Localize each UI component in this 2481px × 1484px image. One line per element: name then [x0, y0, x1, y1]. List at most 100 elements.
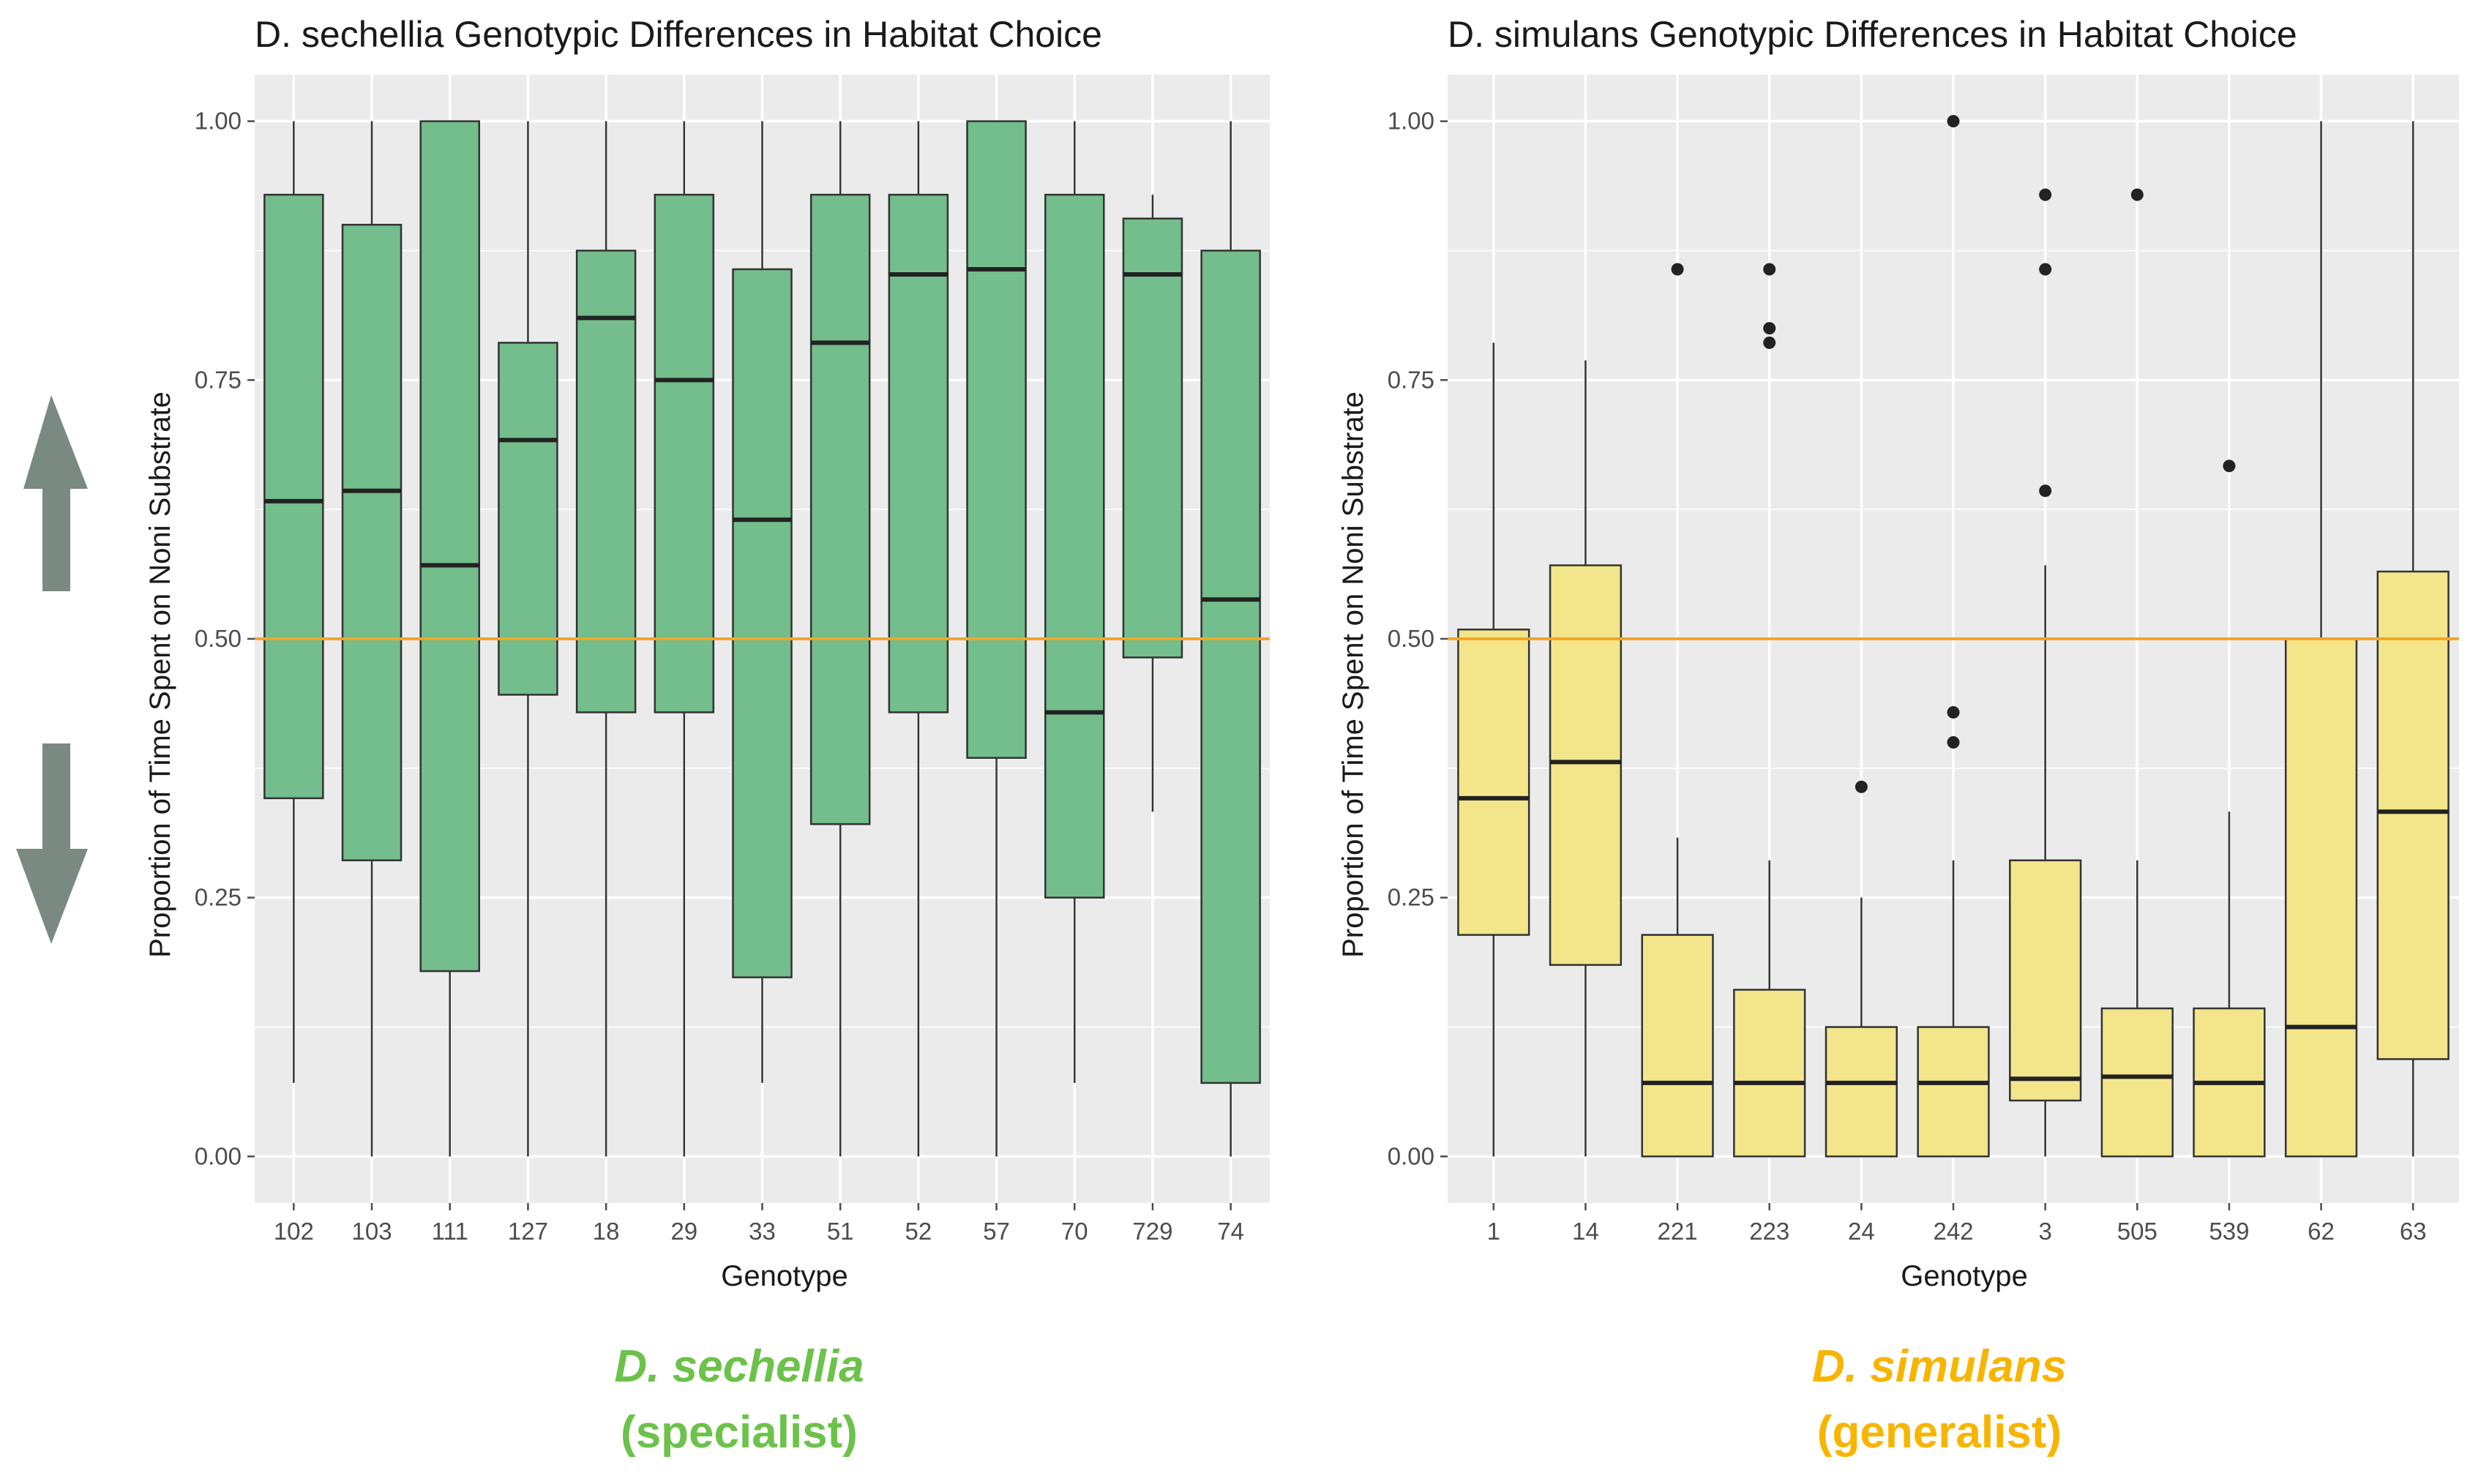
sechellia-box-body [419, 120, 480, 973]
simulans-y-tick-label: 1.00 [1388, 108, 1434, 135]
simulans-outlier-point [2223, 460, 2236, 473]
simulans-box-3 [2009, 188, 2082, 1157]
simulans-x-tick-label: 1 [1487, 1218, 1500, 1245]
sechellia-x-tick-label: 111 [432, 1218, 468, 1245]
simulans-box-body [2100, 1007, 2174, 1158]
simulans-caption-species: D. simulans [1812, 1341, 2067, 1392]
simulans-boxes [1457, 115, 2450, 1158]
sechellia-box-body [1044, 193, 1105, 899]
sechellia-x-axis-label: Genotype [721, 1260, 847, 1292]
sechellia-box-103 [341, 121, 403, 1157]
simulans-box-body [1825, 1026, 1898, 1158]
simulans-outlier-point [2039, 484, 2052, 498]
simulans-chart: D. simulans Genotypic Differences in Hab… [1337, 14, 2459, 1458]
sechellia-y-tick-label: 0.00 [195, 1142, 242, 1169]
simulans-x-axis-label: Genotype [1901, 1260, 2027, 1292]
sechellia-x-tick-label: 70 [1061, 1218, 1088, 1245]
simulans-chart-title: D. simulans Genotypic Differences in Hab… [1448, 14, 2297, 55]
simulans-box-221 [1641, 263, 1714, 1158]
sechellia-box-body [341, 223, 403, 861]
simulans-box-1 [1457, 342, 1530, 1157]
sechellia-box-729 [1122, 195, 1183, 812]
simulans-outlier-point [1947, 735, 1960, 749]
sechellia-x-tick-label: 18 [593, 1218, 620, 1245]
direction-arrows [16, 395, 88, 944]
sechellia-boxes [263, 120, 1261, 1157]
sechellia-box-body [888, 193, 949, 713]
sechellia-box-51 [809, 121, 871, 1157]
simulans-outlier-point [1947, 705, 1960, 719]
sechellia-box-body [1200, 250, 1261, 1084]
simulans-box-body [1641, 934, 1714, 1158]
sechellia-x-ticks: 102 103 111 127 18 29 33 51 52 57 70 729 74 [274, 1203, 1244, 1245]
sechellia-x-tick-label: 102 [274, 1218, 314, 1245]
simulans-x-tick-label: 221 [1658, 1218, 1698, 1245]
simulans-y-tick-label: 0.25 [1388, 884, 1434, 911]
simulans-x-tick-label: 24 [1848, 1218, 1875, 1245]
simulans-box-body [1917, 1026, 1990, 1158]
simulans-y-axis-label: Proportion of Time Spent on Noni Substra… [1337, 391, 1369, 958]
sechellia-x-tick-label: 52 [905, 1218, 932, 1245]
sechellia-y-tick-label: 1.00 [195, 108, 242, 135]
simulans-x-tick-label: 505 [2117, 1218, 2158, 1245]
simulans-outlier-point [1671, 263, 1684, 276]
sechellia-box-52 [888, 121, 949, 1157]
simulans-box-body [2284, 637, 2358, 1158]
simulans-x-tick-label: 242 [1933, 1218, 1973, 1245]
simulans-box-505 [2100, 188, 2174, 1158]
sechellia-box-body [654, 193, 715, 713]
simulans-x-tick-label: 14 [1572, 1218, 1599, 1245]
sechellia-box-102 [263, 121, 324, 1083]
simulans-outlier-point [2039, 263, 2052, 276]
simulans-outlier-point [1855, 780, 1868, 793]
simulans-y-tick-label: 0.75 [1388, 366, 1434, 393]
sechellia-x-tick-label: 51 [827, 1218, 854, 1245]
sechellia-x-tick-label: 103 [352, 1218, 392, 1245]
sechellia-y-tick-label: 0.50 [195, 625, 242, 652]
simulans-x-tick-label: 3 [2038, 1218, 2051, 1245]
sechellia-x-tick-label: 127 [508, 1218, 548, 1245]
simulans-outlier-point [2039, 188, 2052, 201]
sechellia-box-body [732, 268, 793, 978]
simulans-x-ticks: 1 14 221 223 24 242 3 505 539 62 63 [1487, 1203, 2427, 1245]
simulans-outlier-point [1763, 263, 1776, 276]
simulans-y-tick-label: 0.50 [1388, 625, 1434, 652]
sechellia-box-body [575, 250, 637, 713]
sechellia-x-tick-label: 74 [1217, 1218, 1244, 1245]
sechellia-box-74 [1200, 121, 1261, 1157]
sechellia-y-tick-label: 0.75 [195, 366, 242, 393]
simulans-box-body [1733, 989, 1806, 1158]
simulans-box-body [1549, 564, 1623, 966]
sechellia-chart-title: D. sechellia Genotypic Differences in Ha… [255, 14, 1102, 55]
simulans-y-ticks: 0.00 0.25 0.50 0.75 1.00 [1388, 108, 1448, 1169]
simulans-box-242 [1917, 115, 1990, 1158]
simulans-box-539 [2193, 460, 2266, 1158]
sechellia-x-tick-label: 29 [670, 1218, 697, 1245]
simulans-box-24 [1825, 780, 1898, 1158]
simulans-box-body [2009, 859, 2082, 1102]
simulans-outlier-point [2130, 188, 2144, 201]
sechellia-caption-role: (specialist) [621, 1407, 858, 1458]
sechellia-box-70 [1044, 121, 1105, 1083]
simulans-x-tick-label: 63 [2400, 1218, 2427, 1245]
simulans-outlier-point [1763, 322, 1776, 335]
simulans-y-tick-label: 0.00 [1388, 1142, 1434, 1169]
sechellia-box-127 [498, 121, 558, 1157]
sechellia-chart: D. sechellia Genotypic Differences in Ha… [144, 14, 1270, 1458]
sechellia-y-tick-label: 0.25 [195, 884, 242, 911]
down-arrow-icon [16, 743, 88, 944]
sechellia-box-body [498, 342, 558, 696]
up-arrow-icon [23, 395, 88, 591]
simulans-box-body [1457, 629, 1530, 936]
sechellia-box-18 [575, 121, 637, 1157]
sechellia-box-body [1122, 217, 1183, 659]
simulans-box-body [2376, 570, 2450, 1060]
sechellia-box-33 [732, 121, 793, 1083]
simulans-box-14 [1549, 360, 1623, 1157]
simulans-caption-role: (generalist) [1817, 1407, 2062, 1458]
simulans-x-tick-label: 539 [2209, 1218, 2249, 1245]
simulans-x-tick-label: 62 [2308, 1218, 2335, 1245]
sechellia-x-tick-label: 729 [1132, 1218, 1172, 1245]
sechellia-caption-species: D. sechellia [614, 1341, 864, 1392]
